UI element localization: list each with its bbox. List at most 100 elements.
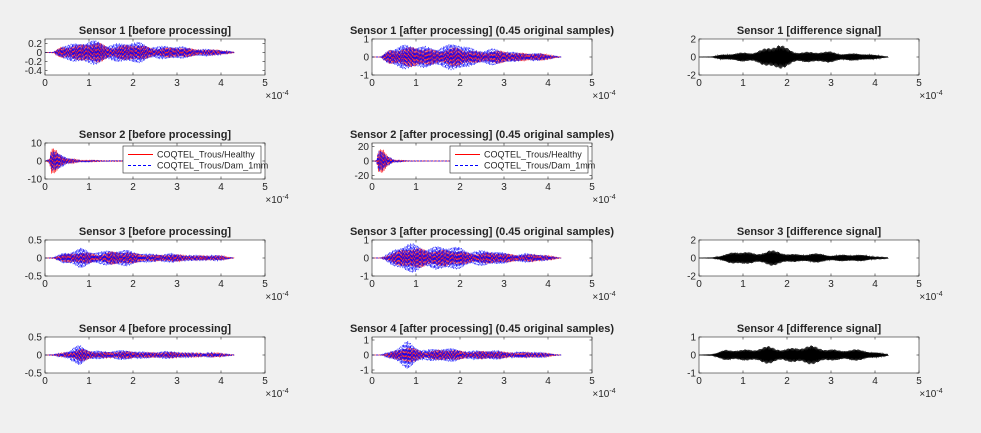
series-line-damaged xyxy=(372,243,562,273)
x-tick-label: 4 xyxy=(545,279,551,290)
x-tick-label: 1 xyxy=(413,279,419,290)
x-tick-label: 0 xyxy=(369,279,375,290)
x-tick-label: 1 xyxy=(86,182,92,193)
series-line-damaged xyxy=(372,44,562,71)
x-multiplier: ×10-4 xyxy=(592,291,615,303)
subplot-title: Sensor 3 [after processing] (0.45 origin… xyxy=(350,226,614,238)
x-tick-label: 1 xyxy=(86,376,92,387)
x-tick-label: 4 xyxy=(218,376,224,387)
x-tick-label: 5 xyxy=(916,376,922,387)
x-tick-label: 0 xyxy=(696,376,702,387)
subplot-title: Sensor 4 [after processing] (0.45 origin… xyxy=(350,323,614,335)
y-tick-label: -0.5 xyxy=(25,272,43,283)
y-tick-label: 0 xyxy=(36,254,42,265)
x-tick-label: 2 xyxy=(784,279,790,290)
x-multiplier: ×10-4 xyxy=(265,291,288,303)
x-tick-label: 5 xyxy=(916,279,922,290)
x-tick-label: 2 xyxy=(457,376,463,387)
series-group xyxy=(45,345,235,365)
y-tick-label: 0 xyxy=(36,48,42,59)
x-multiplier: ×10-4 xyxy=(592,90,615,102)
series-group xyxy=(372,243,562,273)
x-multiplier: ×10-4 xyxy=(265,194,288,206)
x-multiplier: ×10-4 xyxy=(592,388,615,400)
subplot-title: Sensor 3 [before processing] xyxy=(79,226,232,238)
x-tick-label: 0 xyxy=(696,279,702,290)
series-group xyxy=(372,340,562,369)
subplot-title: Sensor 1 [before processing] xyxy=(79,25,232,37)
subplot-title: Sensor 4 [before processing] xyxy=(79,323,232,335)
x-tick-label: 3 xyxy=(501,376,507,387)
y-tick-label: -20 xyxy=(355,171,370,182)
series-line-damaged xyxy=(45,345,235,365)
x-tick-label: 3 xyxy=(174,78,180,89)
x-tick-label: 0 xyxy=(42,376,48,387)
y-tick-label: 0.2 xyxy=(28,39,42,50)
x-tick-label: 4 xyxy=(872,376,878,387)
y-tick-label: 0 xyxy=(690,351,696,362)
x-tick-label: 5 xyxy=(589,279,595,290)
legend-label-damaged: COQTEL_Trous/Dam_1mm xyxy=(484,161,595,171)
y-tick-label: 0 xyxy=(690,254,696,265)
x-tick-label: 4 xyxy=(218,279,224,290)
legend-label-healthy: COQTEL_Trous/Healthy xyxy=(157,150,255,160)
y-tick-label: 0 xyxy=(36,157,42,168)
y-tick-label: -0.4 xyxy=(25,66,43,77)
x-tick-label: 3 xyxy=(828,279,834,290)
y-tick-label: -2 xyxy=(687,272,696,283)
y-tick-label: 0.5 xyxy=(28,333,42,344)
x-tick-label: 2 xyxy=(130,376,136,387)
x-tick-label: 2 xyxy=(784,78,790,89)
x-tick-label: 1 xyxy=(413,376,419,387)
y-tick-label: 0 xyxy=(690,53,696,64)
x-tick-label: 5 xyxy=(262,78,268,89)
y-tick-label: -0.5 xyxy=(25,369,43,380)
x-multiplier: ×10-4 xyxy=(592,194,615,206)
subplot-title: Sensor 2 [before processing] xyxy=(79,129,232,141)
series-group xyxy=(699,250,889,266)
x-tick-label: 1 xyxy=(740,78,746,89)
x-tick-label: 3 xyxy=(501,182,507,193)
y-tick-label: -1 xyxy=(687,369,696,380)
x-tick-label: 0 xyxy=(696,78,702,89)
x-tick-label: 1 xyxy=(740,376,746,387)
y-tick-label: 0 xyxy=(363,254,369,265)
x-tick-label: 2 xyxy=(130,279,136,290)
y-tick-label: -1 xyxy=(360,272,369,283)
x-tick-label: 5 xyxy=(589,182,595,193)
series-group xyxy=(45,247,235,269)
x-multiplier: ×10-4 xyxy=(919,90,942,102)
legend-label-healthy: COQTEL_Trous/Healthy xyxy=(484,150,582,160)
x-tick-label: 4 xyxy=(545,376,551,387)
y-tick-label: 1 xyxy=(363,236,369,247)
x-tick-label: 0 xyxy=(42,182,48,193)
x-tick-label: 3 xyxy=(828,376,834,387)
x-multiplier: ×10-4 xyxy=(265,90,288,102)
x-multiplier: ×10-4 xyxy=(919,291,942,303)
x-tick-label: 1 xyxy=(86,78,92,89)
series-line-difference xyxy=(699,345,889,365)
y-tick-label: 1 xyxy=(363,35,369,46)
x-tick-label: 1 xyxy=(413,78,419,89)
legend-box xyxy=(449,145,589,174)
y-tick-label: 20 xyxy=(358,142,370,153)
x-tick-label: 0 xyxy=(42,78,48,89)
x-tick-label: 2 xyxy=(457,182,463,193)
y-tick-label: 2 xyxy=(690,236,696,247)
x-tick-label: 5 xyxy=(262,279,268,290)
x-tick-label: 3 xyxy=(174,376,180,387)
legend-label-damaged: COQTEL_Trous/Dam_1mm xyxy=(157,161,268,171)
x-tick-label: 0 xyxy=(42,279,48,290)
x-tick-label: 4 xyxy=(218,78,224,89)
subplot-title: Sensor 1 [difference signal] xyxy=(737,25,882,37)
x-tick-label: 2 xyxy=(457,78,463,89)
x-multiplier: ×10-4 xyxy=(919,388,942,400)
